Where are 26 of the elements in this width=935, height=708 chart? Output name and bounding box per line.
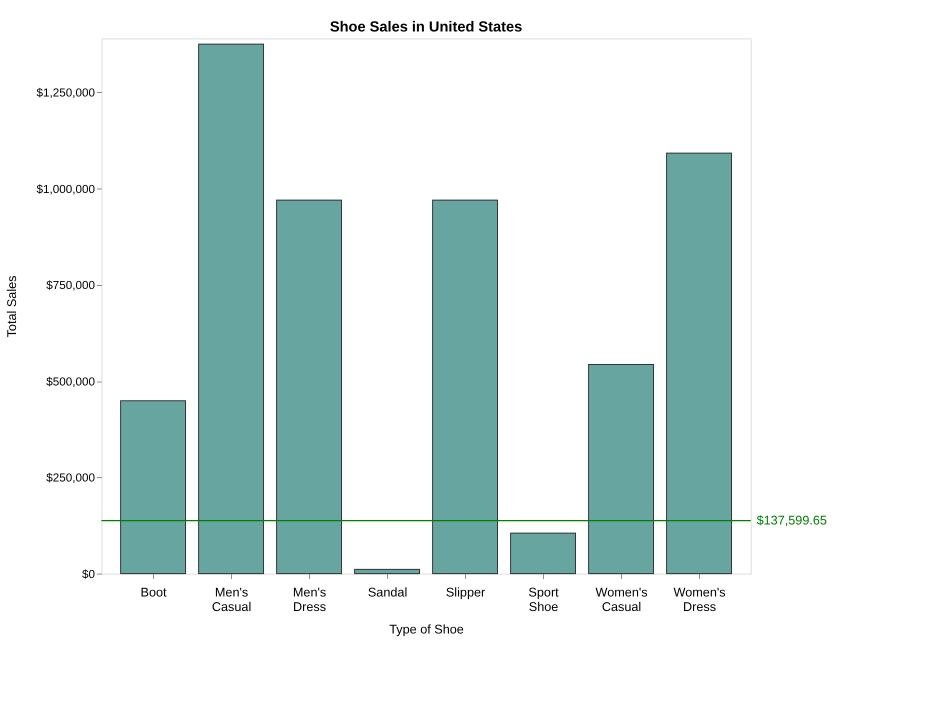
x-tick-label: Men's Casual xyxy=(212,586,252,614)
x-tick-label: Men's Dress xyxy=(292,586,326,614)
bar xyxy=(588,364,654,574)
ref-line-label: $137,599.65 xyxy=(756,514,827,528)
y-tick-label: $750,000 xyxy=(46,279,96,292)
x-tick-label: Sandal xyxy=(368,586,408,600)
bar xyxy=(432,200,498,574)
x-tick-label: Women's Dress xyxy=(673,586,726,614)
chart-title: Shoe Sales in United States xyxy=(330,20,522,36)
bar xyxy=(198,44,264,574)
bar xyxy=(666,152,732,574)
y-tick-label: $500,000 xyxy=(46,375,96,388)
y-tick-label: $1,000,000 xyxy=(36,182,96,196)
bar xyxy=(510,532,576,574)
bar xyxy=(276,200,342,574)
x-tick-label: Boot xyxy=(140,586,168,600)
y-tick-label: $1,250,000 xyxy=(36,86,96,100)
x-tick-label: Sport Shoe xyxy=(528,586,560,614)
bar xyxy=(120,400,186,574)
x-tick-label: Women's Casual xyxy=(595,586,648,614)
y-tick-label: $250,000 xyxy=(46,472,96,485)
x-axis-title: Type of Shoe xyxy=(389,622,464,637)
x-tick-label: Slipper xyxy=(446,586,486,600)
y-tick-label: $0 xyxy=(82,568,96,581)
bar xyxy=(354,568,420,574)
y-axis-title: Total Sales xyxy=(5,276,20,338)
